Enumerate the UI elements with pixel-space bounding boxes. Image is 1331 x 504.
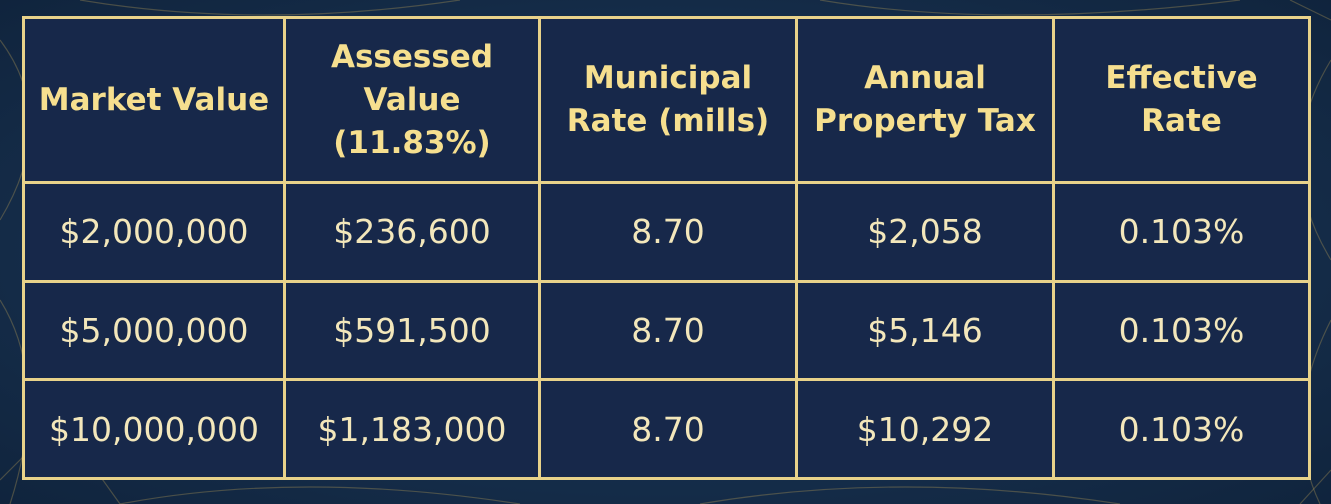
header-line: Value (363, 81, 461, 118)
cell-effective-rate: 0.103% (1052, 279, 1311, 382)
header-line: Rate (mills) (566, 103, 770, 139)
header-line: Rate (1141, 103, 1222, 139)
header-effective-rate: Effective Rate (1052, 16, 1311, 184)
header-line: Market Value (38, 81, 270, 118)
cell-market-value: $2,000,000 (22, 181, 286, 283)
header-annual-property-tax: Annual Property Tax (795, 16, 1055, 184)
cell-market-value: $10,000,000 (22, 378, 286, 480)
cell-annual-property-tax: $2,058 (795, 181, 1055, 283)
table-row: $2,000,000 $236,600 8.70 $2,058 0.103% (22, 181, 1311, 283)
cell-annual-property-tax: $10,292 (795, 378, 1055, 480)
header-municipal-rate: Municipal Rate (mills) (538, 16, 798, 184)
cell-assessed-value: $236,600 (283, 181, 541, 283)
header-line: Assessed (330, 38, 494, 75)
cell-assessed-value: $1,183,000 (283, 378, 541, 480)
property-tax-table: Market Value Assessed Value (11.83%) Mun… (22, 16, 1311, 480)
cell-effective-rate: 0.103% (1052, 378, 1311, 480)
table-row: $10,000,000 $1,183,000 8.70 $10,292 0.10… (22, 378, 1311, 480)
cell-annual-property-tax: $5,146 (795, 279, 1055, 382)
cell-effective-rate: 0.103% (1052, 181, 1311, 283)
table-header-row: Market Value Assessed Value (11.83%) Mun… (22, 16, 1311, 184)
cell-municipal-rate: 8.70 (538, 378, 798, 480)
cell-municipal-rate: 8.70 (538, 181, 798, 283)
header-market-value: Market Value (22, 16, 286, 184)
header-line: Annual (864, 60, 986, 96)
header-line: Property Tax (814, 103, 1036, 139)
header-line: Municipal (583, 60, 753, 96)
table-row: $5,000,000 $591,500 8.70 $5,146 0.103% (22, 279, 1311, 382)
header-line: (11.83%) (333, 124, 491, 161)
cell-market-value: $5,000,000 (22, 279, 286, 382)
cell-municipal-rate: 8.70 (538, 279, 798, 382)
header-line: Effective (1105, 60, 1258, 96)
property-tax-table-container: Market Value Assessed Value (11.83%) Mun… (22, 16, 1311, 480)
cell-assessed-value: $591,500 (283, 279, 541, 382)
header-assessed-value: Assessed Value (11.83%) (283, 16, 541, 184)
